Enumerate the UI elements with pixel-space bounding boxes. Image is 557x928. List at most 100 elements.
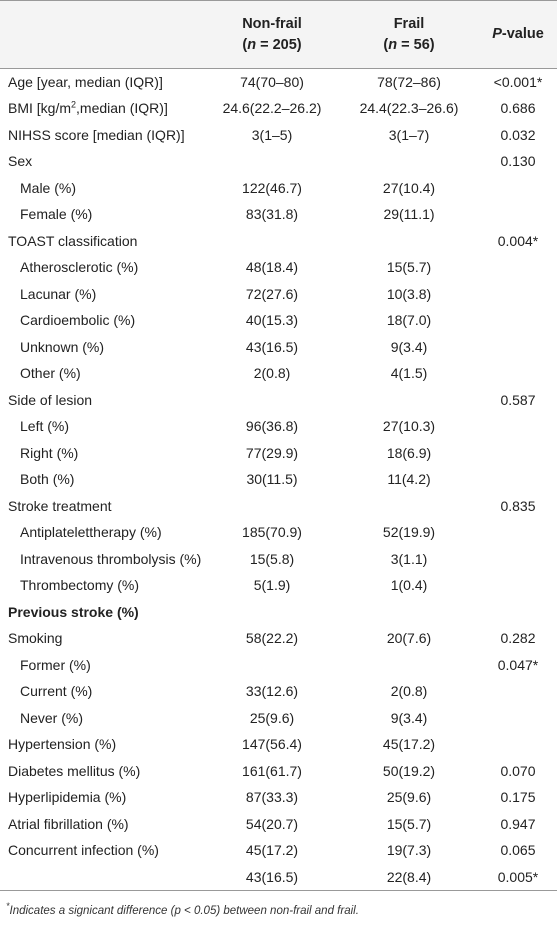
table-cell: 161(61.7) (242, 762, 302, 779)
table-cell: 0.065 (500, 842, 536, 859)
table-cell: 29(11.1) (383, 206, 435, 223)
row-label: Antiplatelettherapy (%) (20, 524, 162, 541)
text-part: BMI [kg/m (8, 100, 72, 117)
table-cell (479, 678, 557, 705)
row-label: Intravenous thrombolysis (%) (20, 550, 202, 567)
table-row: Unknown (%) 43(16.5) 9(3.4) (0, 334, 557, 361)
table-cell: 43(16.5) (205, 863, 339, 891)
text-part: Non-frail (242, 15, 302, 32)
table-cell: 40(15.3) (245, 312, 299, 329)
text-part: n (388, 36, 398, 53)
table-cell: 72(27.6) (245, 285, 299, 302)
row-label: Left (%) (20, 418, 70, 435)
table-cell: 9(3.4) (390, 709, 428, 726)
table-row: NIHSS score [median (IQR)] 3(1–5) 3(1–7) 0.… (0, 122, 557, 149)
table-row: Smoking 58(22.2) 20(7.6) 0.282 (0, 625, 557, 652)
row-label: Unknown (%) (20, 338, 105, 355)
table-cell (339, 599, 479, 626)
table-cell: 10(3.8) (386, 285, 432, 302)
table-cell: 0.047* (497, 656, 539, 673)
row-label: Other (%) (20, 365, 81, 382)
text-part: * (6, 901, 10, 912)
row-label: Diabetes mellitus (%) (8, 762, 141, 779)
table-cell: 50(19.2) (382, 762, 436, 779)
table-cell (339, 652, 479, 679)
text-part: Frail (393, 15, 425, 32)
header-line: (n = 56) (340, 35, 478, 56)
row-label: Side of lesion (8, 391, 93, 408)
table-cell (479, 254, 557, 281)
row-label: Atherosclerotic (%) (20, 259, 139, 276)
table-cell: 18(6.9) (386, 444, 432, 461)
text-part: = 56) (397, 36, 435, 53)
row-label: TOAST classification (8, 232, 138, 249)
table-cell: 52(19.9) (382, 524, 436, 541)
data-table: Non-frail (n = 205) Frail (n = 56) P-value A… (0, 0, 557, 891)
header-line: Frail (340, 14, 478, 35)
row-label: Lacunar (%) (20, 285, 97, 302)
table-cell (479, 572, 557, 599)
table-cell: 3(1–7) (388, 126, 430, 143)
table-row: Thrombectomy (%) 5(1.9) 1(0.4) (0, 572, 557, 599)
row-label: Previous stroke (%) (8, 603, 139, 620)
row-label: Former (%) (20, 656, 91, 673)
text-part: = 205) (256, 36, 302, 53)
row-label: Hypertension (%) (8, 736, 117, 753)
table-row: TOAST classification 0.004* (0, 228, 557, 255)
table-cell: 78(72–86) (377, 74, 441, 90)
table-cell: 9(3.4) (390, 338, 428, 355)
table-cell: 3(1.1) (390, 550, 428, 567)
row-label: Thrombectomy (%) (20, 577, 140, 594)
table-cell: 2(0.8) (253, 365, 291, 382)
text-part: ( (242, 36, 248, 53)
header-row: Non-frail (n = 205) Frail (n = 56) P-value (0, 0, 557, 69)
table-cell: 96(36.8) (245, 418, 299, 435)
text-part: ( (383, 36, 389, 53)
table-cell (479, 334, 557, 361)
table-cell: 33(12.6) (245, 683, 299, 700)
table-cell: 27(10.3) (382, 418, 436, 435)
table-cell: 0.004* (497, 232, 539, 249)
table-cell (479, 731, 557, 758)
table-cell: 15(5.7) (386, 815, 432, 832)
table-row: Sex 0.130 (0, 148, 557, 175)
table-cell: 0.835 (500, 497, 536, 514)
table-cell: 3(1–5) (251, 126, 293, 143)
row-label: BMI [kg/m2,median (IQR)] (0, 95, 205, 122)
table-row: Diabetes mellitus (%) 161(61.7) 50(19.2) 0.… (0, 758, 557, 785)
table-cell: 25(9.6) (386, 789, 432, 806)
table-cell: 20(7.6) (386, 630, 432, 647)
table-row: Never (%) 25(9.6) 9(3.4) (0, 705, 557, 732)
table-cell (479, 705, 557, 732)
table-cell (339, 228, 479, 255)
row-label: Atrial fibrillation (%) (8, 815, 129, 832)
table-row: Antiplatelettherapy (%) 185(70.9) 52(19.9) (0, 519, 557, 546)
column-header: P-value (479, 0, 557, 69)
column-header: Frail (n = 56) (339, 0, 479, 69)
table-row: Concurrent infection (%) 45(17.2) 19(7.3) 0… (0, 837, 557, 864)
table-cell: 0.005* (479, 863, 557, 891)
table-row: Former (%) 0.047* (0, 652, 557, 679)
text-part: ,median (IQR)] (76, 100, 168, 117)
table-cell: 1(0.4) (390, 577, 428, 594)
table-cell: 122(46.7) (242, 179, 302, 196)
table-cell: 45(17.2) (245, 842, 299, 859)
table-row: Left (%) 96(36.8) 27(10.3) (0, 413, 557, 440)
table-cell (479, 519, 557, 546)
table-cell: 43(16.5) (245, 338, 299, 355)
table-cell (479, 307, 557, 334)
footnote: *Indicates a signicant difference (p < 0… (6, 902, 359, 917)
row-label: Female (%) (20, 206, 93, 223)
table-cell: 0.070 (500, 762, 536, 779)
table-cell: 22(8.4) (339, 863, 479, 891)
table-cell: 77(29.9) (245, 444, 299, 461)
row-label (0, 863, 205, 891)
table-row: Hyperlipidemia (%) 87(33.3) 25(9.6) 0.175 (0, 784, 557, 811)
text-part: 2 (71, 99, 77, 110)
table-cell: 54(20.7) (245, 815, 299, 832)
table-cell (339, 148, 479, 175)
table-cell (479, 440, 557, 467)
row-label: Both (%) (20, 471, 75, 488)
table-row: Stroke treatment 0.835 (0, 493, 557, 520)
